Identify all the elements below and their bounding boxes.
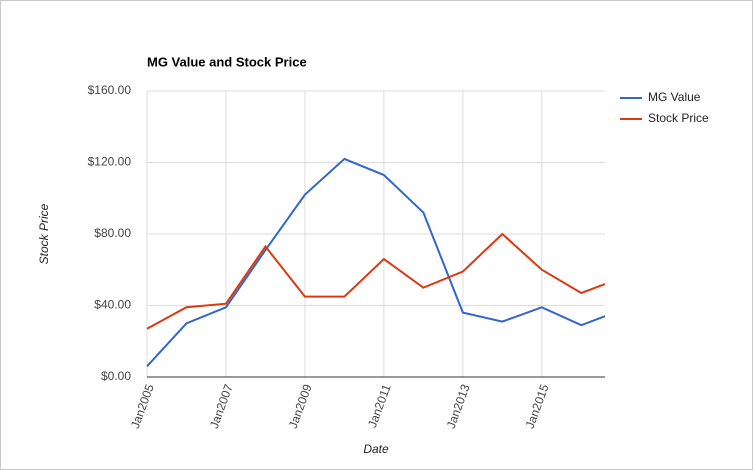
y-tick-label: $120.00 bbox=[88, 155, 132, 169]
series-line bbox=[146, 157, 606, 367]
y-axis-label: Stock Price bbox=[37, 203, 51, 264]
y-tick-label: $0.00 bbox=[101, 369, 131, 383]
y-tick-label: $40.00 bbox=[94, 298, 131, 312]
y-tick-label: $80.00 bbox=[94, 226, 131, 240]
y-tick-label: $160.00 bbox=[88, 83, 132, 97]
chart-title: MG Value and Stock Price bbox=[147, 54, 307, 69]
legend-label: MG Value bbox=[648, 90, 701, 104]
legend-label: Stock Price bbox=[648, 111, 709, 125]
x-axis-label: Date bbox=[363, 442, 389, 456]
series-line bbox=[146, 232, 606, 330]
